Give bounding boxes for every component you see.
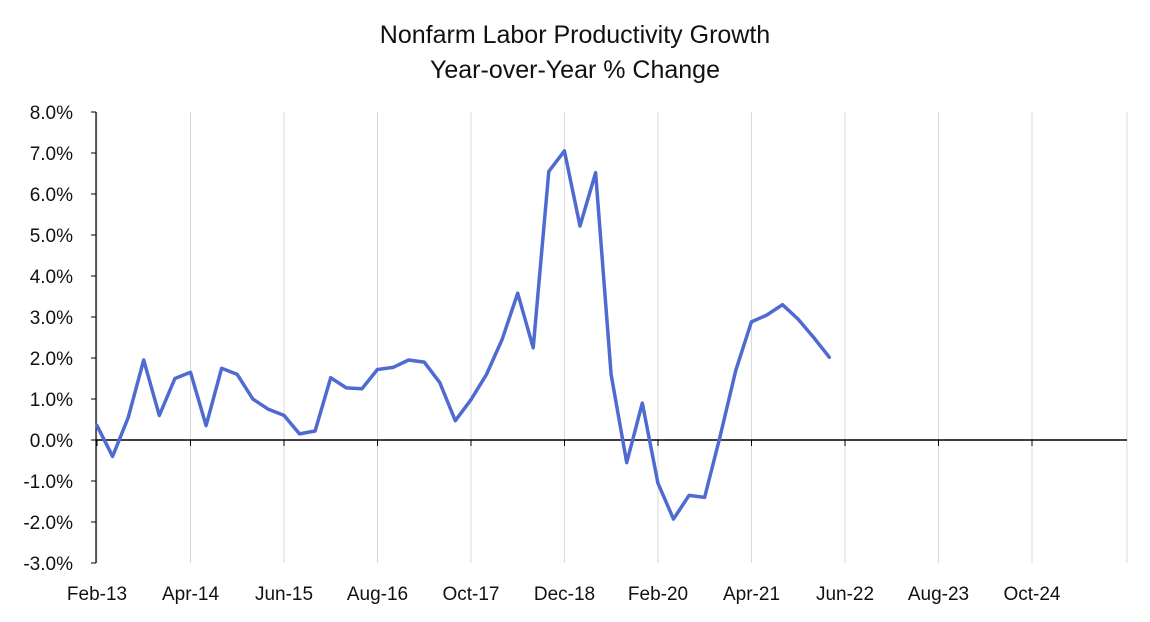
x-tick-label: Aug-23 bbox=[908, 584, 969, 605]
x-axis-ticks: Feb-13 Apr-14 Jun-15 Aug-16 Oct-17 Dec-18 Feb-… bbox=[67, 440, 1061, 605]
y-tick-label: 5.0% bbox=[30, 226, 73, 247]
y-tick-label: 0.0% bbox=[30, 431, 73, 452]
y-tick-label: -1.0% bbox=[23, 472, 73, 493]
y-tick-label: 6.0% bbox=[30, 185, 73, 206]
y-tick-label: 1.0% bbox=[30, 390, 73, 411]
y-tick-label: 2.0% bbox=[30, 349, 73, 370]
grid-lines bbox=[96, 112, 1128, 563]
y-tick-label: 7.0% bbox=[30, 144, 73, 165]
series-line bbox=[95, 149, 832, 521]
x-tick-label: Jun-22 bbox=[816, 584, 874, 605]
y-tick-label: -3.0% bbox=[23, 554, 73, 575]
y-tick-label: 4.0% bbox=[30, 267, 73, 288]
x-tick-label: Oct-24 bbox=[1003, 584, 1060, 605]
x-tick-label: Jun-15 bbox=[255, 584, 313, 605]
x-tick-label: Aug-16 bbox=[347, 584, 408, 605]
chart-subtitle: Year-over-Year % Change bbox=[430, 56, 720, 84]
y-tick-label: -2.0% bbox=[23, 513, 73, 534]
x-tick-label: Apr-21 bbox=[723, 584, 780, 605]
y-axis-ticks: -3.0% -2.0% -1.0% 0.0% 1.0% 2.0% 3.0% 4.0% 5.0% 6… bbox=[23, 103, 96, 575]
x-tick-label: Oct-17 bbox=[442, 584, 499, 605]
y-tick-label: 3.0% bbox=[30, 308, 73, 329]
chart-title: Nonfarm Labor Productivity Growth bbox=[380, 21, 770, 49]
x-tick-label: Feb-20 bbox=[628, 584, 688, 605]
series-layer bbox=[95, 149, 832, 521]
axes bbox=[95, 112, 1127, 563]
y-tick-label: 8.0% bbox=[30, 103, 73, 124]
x-tick-label: Feb-13 bbox=[67, 584, 127, 605]
x-tick-label: Apr-14 bbox=[162, 584, 219, 605]
x-tick-label: Dec-18 bbox=[534, 584, 595, 605]
